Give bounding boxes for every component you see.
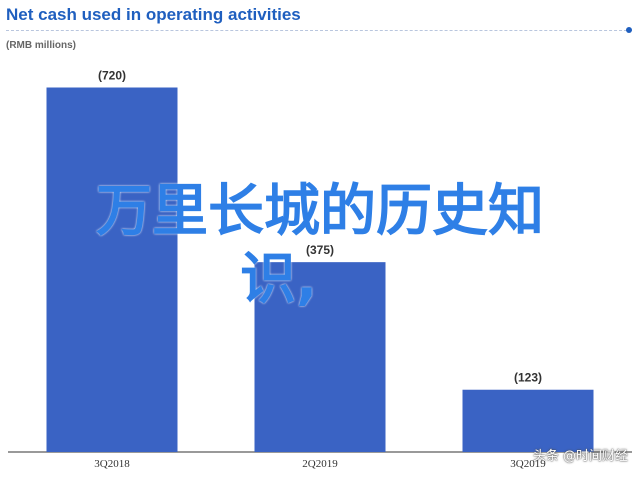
source-watermark: 头条 @时间财经 [532, 449, 628, 464]
x-tick-label-2Q2019: 2Q2019 [302, 458, 338, 470]
title-divider [6, 30, 632, 31]
x-tick-label-3Q2019: 3Q2019 [510, 458, 546, 470]
bar-3Q2018 [46, 87, 178, 452]
data-label-3Q2019: (123) [514, 371, 542, 385]
chart-subtitle: (RMB millions) [6, 40, 76, 51]
data-label-2Q2019: (375) [306, 243, 334, 257]
x-tick-label-3Q2018: 3Q2018 [94, 458, 130, 470]
overlay-caption: 万里长城的历史知 识, [0, 178, 640, 314]
chart-title: Net cash used in operating activities [6, 5, 301, 24]
bar-2Q2019 [254, 262, 386, 452]
overlay-caption-line-1: 万里长城的历史知 [96, 179, 544, 244]
bar-3Q2019 [462, 389, 594, 452]
divider-end-dot [626, 27, 632, 33]
data-label-3Q2018: (720) [98, 69, 126, 83]
overlay-caption-line-2: 识, [240, 247, 318, 312]
